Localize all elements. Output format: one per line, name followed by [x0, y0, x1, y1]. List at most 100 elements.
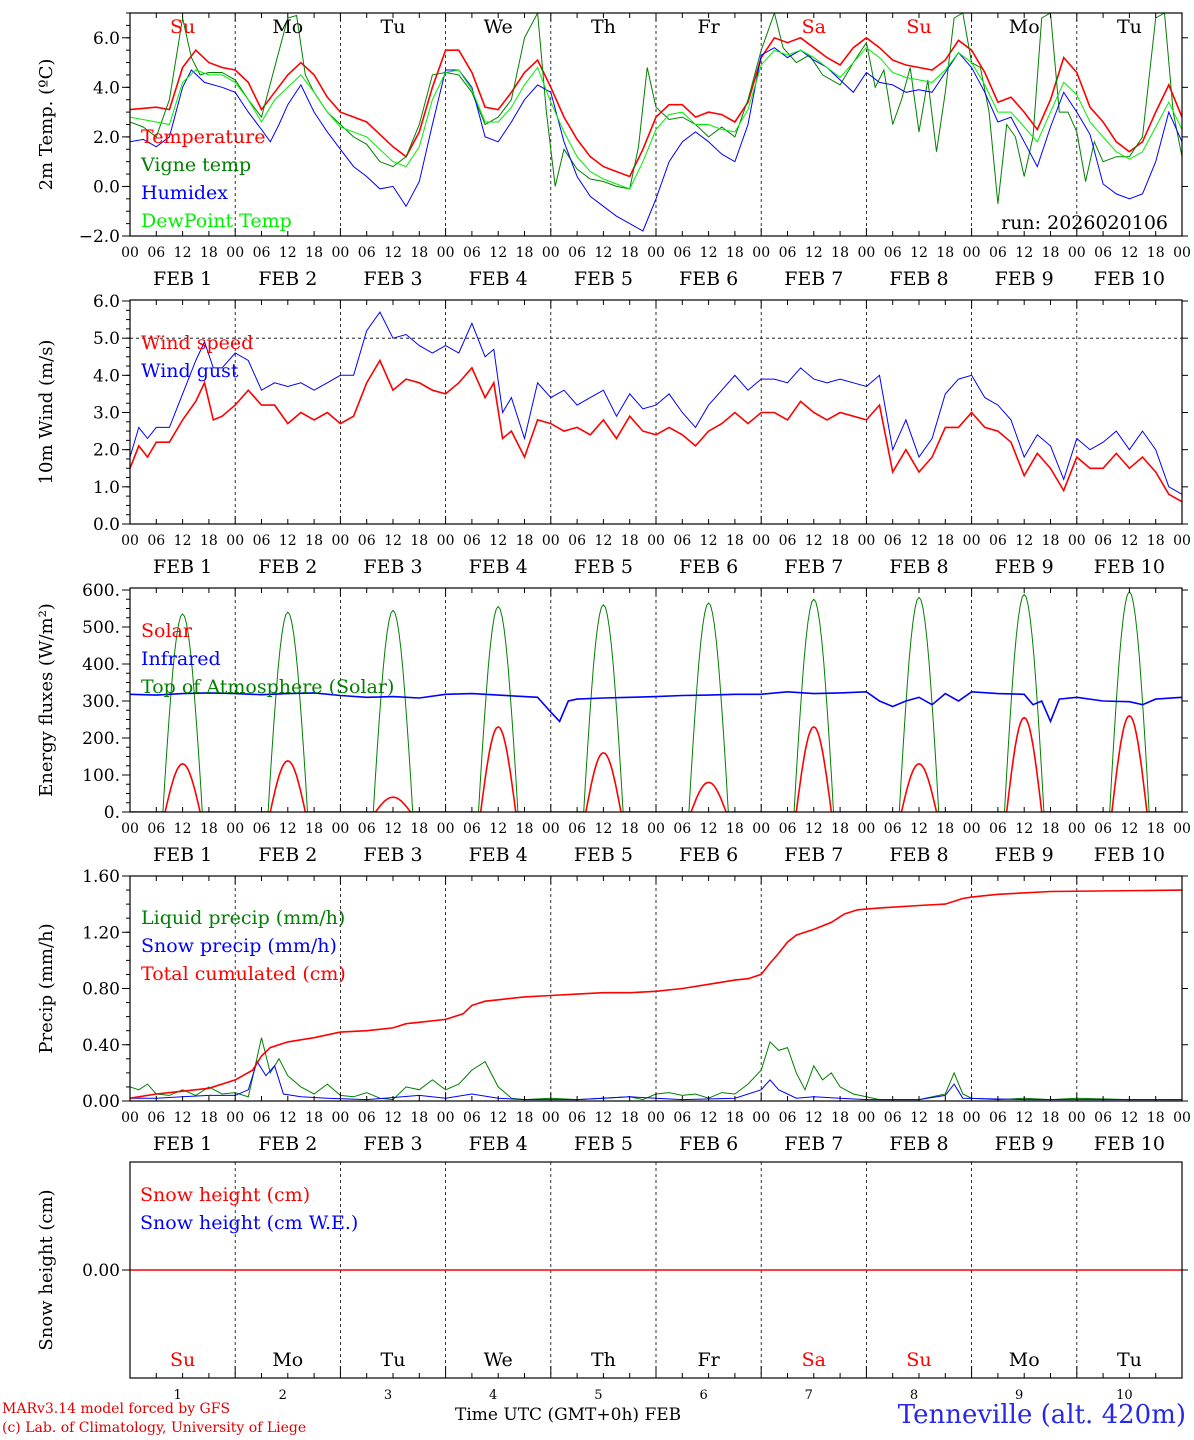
- hour-label: 00: [1068, 533, 1086, 549]
- hour-label: 12: [1015, 245, 1033, 261]
- hour-label: 18: [410, 821, 428, 837]
- hour-label: 12: [805, 533, 823, 549]
- hour-label: 12: [1120, 821, 1138, 837]
- hour-label: 18: [831, 821, 849, 837]
- station-title: Tenneville (alt. 420m): [897, 1400, 1186, 1430]
- series-line-wind-speed: [130, 358, 1182, 503]
- hour-label: 18: [410, 1110, 428, 1126]
- hour-label: 12: [910, 1110, 928, 1126]
- day-label: FEB 8: [889, 844, 948, 866]
- day-label: FEB 10: [1094, 268, 1165, 290]
- day-label: FEB 10: [1094, 1133, 1165, 1155]
- weekday-top-tu: Tu: [1117, 16, 1142, 38]
- hour-label: 12: [594, 533, 612, 549]
- hour-label: 12: [489, 1110, 507, 1126]
- ytick-label-wind: 4.0: [93, 366, 120, 386]
- weekday-bottom-fr: Fr: [697, 1349, 720, 1371]
- hour-label: 12: [174, 1110, 192, 1126]
- hour-label: 00: [857, 245, 875, 261]
- day-label: FEB 7: [784, 844, 843, 866]
- legend-wind-gust: Wind gust: [141, 360, 239, 382]
- hour-label: 18: [726, 1110, 744, 1126]
- series-line-dewpoint-temp: [130, 47, 1182, 190]
- hour-label: 00: [963, 821, 981, 837]
- ytick-label-precip: 0.40: [82, 1036, 120, 1056]
- weekday-bottom-mo: Mo: [272, 1349, 303, 1371]
- hour-label: 00: [121, 821, 139, 837]
- hour-label: 18: [621, 245, 639, 261]
- day-number: 4: [489, 1388, 497, 1403]
- weekday-top-mo: Mo: [1009, 16, 1040, 38]
- day-label: FEB 9: [995, 268, 1054, 290]
- hour-label: 12: [279, 821, 297, 837]
- series-line-humidex: [130, 47, 1182, 232]
- series-line-infrared: [130, 690, 1182, 724]
- legend-liquid-precip-mm-h-: Liquid precip (mm/h): [141, 907, 345, 929]
- day-label: FEB 2: [258, 844, 317, 866]
- ytick-label-precip: 0.00: [82, 1092, 120, 1112]
- ylabel-temperature: 2m Temp. (ºC): [36, 59, 57, 191]
- hour-label: 06: [779, 245, 797, 261]
- weekday-top-mo: Mo: [272, 16, 303, 38]
- day-label: FEB 3: [363, 844, 422, 866]
- weekday-bottom-th: Th: [591, 1349, 616, 1371]
- hour-label: 00: [752, 821, 770, 837]
- hour-label: 12: [1120, 1110, 1138, 1126]
- day-label: FEB 6: [679, 556, 738, 578]
- day-number: 3: [384, 1388, 392, 1403]
- hour-label: 12: [805, 821, 823, 837]
- day-label: FEB 1: [153, 1133, 212, 1155]
- hour-label: 00: [226, 533, 244, 549]
- day-label: FEB 4: [469, 556, 528, 578]
- weekday-top-tu: Tu: [381, 16, 406, 38]
- legend-dewpoint-temp: DewPoint Temp: [141, 210, 292, 232]
- hour-label: 06: [1094, 245, 1112, 261]
- hour-label: 00: [647, 821, 665, 837]
- hour-label: 18: [516, 245, 534, 261]
- ylabel-precip: Precip (mm/h): [36, 923, 57, 1053]
- ytick-label-snow: 0.00: [82, 1261, 120, 1281]
- hour-label: 18: [726, 245, 744, 261]
- hour-label: 06: [463, 245, 481, 261]
- day-label: FEB 7: [784, 556, 843, 578]
- series-line-top-of-atmosphere-solar-: [130, 591, 1182, 812]
- hour-label: 12: [384, 821, 402, 837]
- legend-temperature: Temperature: [141, 126, 265, 148]
- hour-label: 18: [200, 533, 218, 549]
- hour-label: 12: [384, 1110, 402, 1126]
- legend-solar: Solar: [141, 620, 193, 642]
- ytick-label-temperature: −2.0: [79, 227, 120, 247]
- weekday-top-th: Th: [591, 16, 616, 38]
- hour-label: 18: [516, 533, 534, 549]
- hour-label: 06: [568, 245, 586, 261]
- hour-label: 06: [989, 821, 1007, 837]
- ytick-label-wind: 1.0: [93, 478, 120, 498]
- hour-label: 00: [226, 1110, 244, 1126]
- hour-label: 00: [542, 533, 560, 549]
- hour-label: 00: [331, 533, 349, 549]
- hour-label: 18: [305, 821, 323, 837]
- ytick-label-temperature: 6.0: [93, 29, 120, 49]
- hour-label: 18: [936, 245, 954, 261]
- hour-label: 06: [463, 533, 481, 549]
- day-label: FEB 5: [574, 268, 633, 290]
- day-label: FEB 4: [469, 1133, 528, 1155]
- day-label: FEB 9: [995, 1133, 1054, 1155]
- day-label: FEB 9: [995, 556, 1054, 578]
- hour-label: 06: [253, 245, 271, 261]
- hour-label: 00: [857, 821, 875, 837]
- hour-label: 06: [147, 821, 165, 837]
- hour-label: 12: [1120, 533, 1138, 549]
- day-label: FEB 5: [574, 1133, 633, 1155]
- hour-label: 06: [1094, 821, 1112, 837]
- hour-label: 06: [989, 245, 1007, 261]
- hour-label: 06: [147, 245, 165, 261]
- hour-label: 18: [726, 533, 744, 549]
- hour-label: 12: [910, 245, 928, 261]
- ytick-label-wind: 5.0: [93, 329, 120, 349]
- weekday-bottom-tu: Tu: [1117, 1349, 1142, 1371]
- day-label: FEB 1: [153, 844, 212, 866]
- hour-label: 18: [831, 1110, 849, 1126]
- hour-label: 06: [779, 533, 797, 549]
- day-label: FEB 6: [679, 268, 738, 290]
